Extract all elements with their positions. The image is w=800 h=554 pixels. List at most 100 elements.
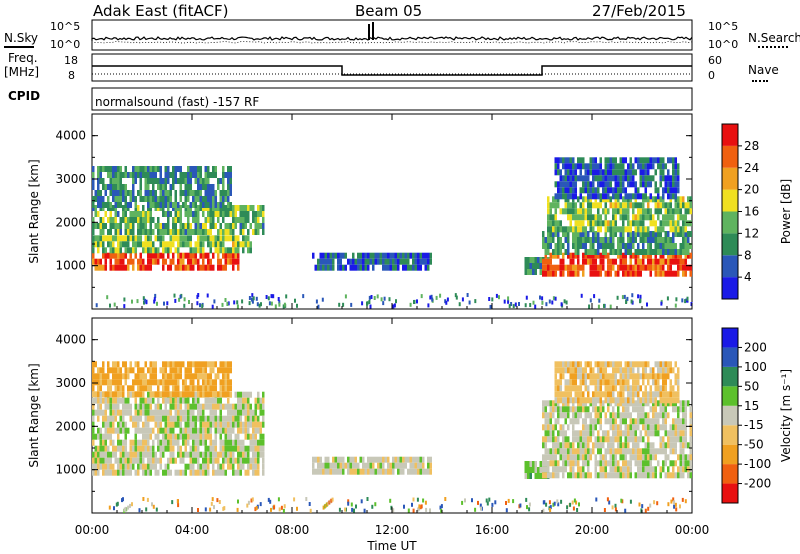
velocity-cell <box>229 463 232 470</box>
velocity-cell <box>619 397 622 404</box>
velocity-cell <box>592 373 595 380</box>
power-cell <box>592 187 595 194</box>
power-cell <box>559 270 562 277</box>
power-cell <box>609 249 612 255</box>
power-cell <box>112 178 115 184</box>
velocity-noise-cell <box>211 497 214 502</box>
velocity-noise-cell <box>374 502 377 507</box>
velocity-cell <box>152 427 155 434</box>
x-tick-label: 04:00 <box>175 523 210 537</box>
velocity-cell <box>224 391 227 398</box>
power-cell <box>154 258 157 265</box>
power-cell <box>672 187 675 194</box>
velocity-cell <box>239 397 242 404</box>
velocity-cell <box>194 391 197 398</box>
velocity-cell <box>174 361 177 368</box>
power-cell <box>119 241 122 248</box>
power-noise-cell <box>255 296 258 301</box>
power-cell <box>654 169 657 176</box>
velocity-cell <box>242 403 245 410</box>
power-cell <box>564 169 567 176</box>
velocity-cell <box>637 412 640 419</box>
power-cell <box>407 252 410 259</box>
power-cell <box>342 264 345 271</box>
velocity-cell <box>157 421 160 428</box>
power-cell <box>642 220 645 227</box>
power-cell <box>182 229 185 235</box>
power-cell <box>232 258 235 265</box>
velocity-noise-cell <box>204 507 207 512</box>
power-cell <box>244 205 247 211</box>
x-tick-label: 20:00 <box>575 523 610 537</box>
power-noise-cell <box>609 304 612 309</box>
velocity-noise-cell <box>549 505 552 510</box>
power-cell <box>559 264 562 271</box>
power-cell <box>609 181 612 188</box>
power-cell <box>677 169 680 176</box>
power-cell <box>562 226 565 233</box>
power-cell <box>324 252 327 259</box>
velocity-cell <box>654 373 657 380</box>
velocity-cell <box>587 448 590 455</box>
velocity-cell <box>554 460 557 467</box>
power-cell <box>237 258 240 265</box>
velocity-cell <box>182 415 185 422</box>
velocity-cell <box>569 454 572 461</box>
velocity-cell <box>664 424 667 431</box>
velocity-cell <box>139 409 142 416</box>
power-cell <box>129 217 132 223</box>
power-cell <box>169 247 172 254</box>
velocity-noise-cell <box>407 508 410 513</box>
velocity-cell <box>224 415 227 422</box>
power-cell <box>122 217 125 223</box>
power-cell <box>649 249 652 255</box>
velocity-noise-cell <box>528 502 531 507</box>
y-axis-label: Slant Range [km] <box>27 159 41 263</box>
velocity-noise-cell <box>679 504 681 509</box>
power-cell <box>207 264 210 271</box>
power-cell <box>584 249 587 255</box>
power-cell <box>592 157 595 164</box>
velocity-cell <box>672 448 675 455</box>
power-cell <box>207 229 210 235</box>
velocity-noise-cell <box>641 504 644 509</box>
velocity-cell <box>244 457 247 464</box>
power-cell <box>142 241 145 248</box>
power-cell <box>592 258 595 265</box>
velocity-cell <box>207 445 210 452</box>
power-cell <box>589 226 592 233</box>
power-cell <box>192 211 195 217</box>
velocity-cell <box>214 415 217 422</box>
velocity-cell <box>212 379 215 386</box>
power-cell <box>202 229 205 235</box>
power-cell <box>147 229 150 235</box>
velocity-cell <box>107 433 110 440</box>
velocity-cell <box>184 463 187 470</box>
power-cell <box>652 264 655 271</box>
power-cell <box>232 211 235 217</box>
velocity-cell <box>102 433 105 440</box>
velocity-noise-cell <box>416 497 419 502</box>
velocity-cell <box>629 460 632 467</box>
power-cell <box>647 249 650 255</box>
power-cell <box>229 172 232 178</box>
power-cell <box>162 258 165 265</box>
power-cell <box>687 249 690 255</box>
power-cell <box>204 217 207 223</box>
power-cell <box>147 172 150 178</box>
velocity-noise-cell <box>578 502 580 507</box>
power-noise-cell <box>268 301 271 306</box>
noise-tick-bottom-left: 10^0 <box>50 38 81 51</box>
velocity-cell <box>214 469 217 476</box>
power-cell <box>229 258 232 265</box>
velocity-cell <box>152 451 155 458</box>
velocity-cell <box>637 379 640 386</box>
velocity-cell <box>207 379 210 386</box>
velocity-cell <box>204 385 207 392</box>
velocity-colorbar-segment <box>722 405 738 426</box>
velocity-noise-cell <box>505 501 507 505</box>
velocity-cell <box>627 406 630 413</box>
velocity-cell <box>207 451 210 458</box>
power-cell <box>229 178 232 184</box>
velocity-cell <box>112 397 115 404</box>
